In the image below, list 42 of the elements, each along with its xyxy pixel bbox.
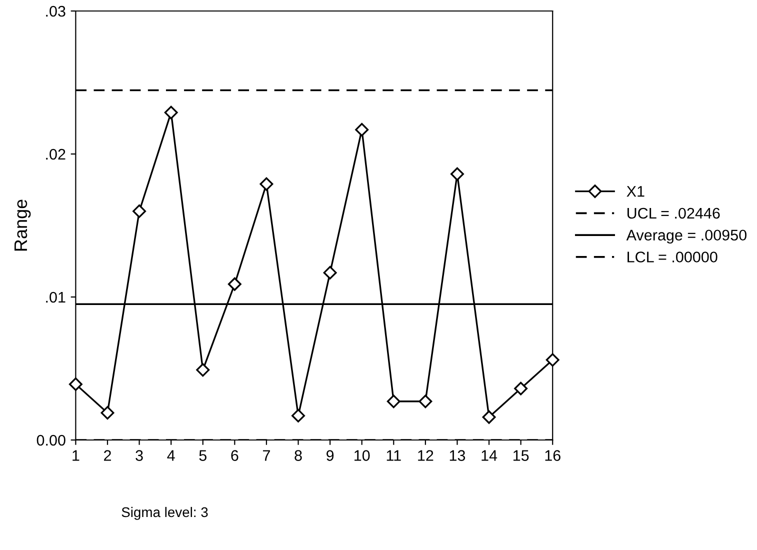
y-axis-title: Range (14, 200, 31, 251)
text: Sigma level: 3 (122, 506, 208, 520)
x-tick-label: 11 (386, 450, 401, 461)
legend-label: Average = .00950 (626, 230, 746, 244)
x-tick-label: 1 (72, 450, 80, 461)
x-tick-label: 9 (326, 450, 334, 461)
x-tick-label: 12 (418, 450, 434, 461)
x-tick-label: 10 (354, 450, 370, 461)
x-tick-label: 15 (513, 450, 529, 461)
y-tick-label: .03 (46, 6, 66, 17)
x-tick-label: 14 (482, 450, 498, 461)
x-tick-label: 13 (450, 450, 466, 461)
x-tick-label: 6 (231, 450, 238, 461)
legend-label: LCL = .00000 (628, 252, 718, 262)
legend-label: X1 (626, 186, 644, 197)
x-tick-label: 4 (167, 450, 175, 461)
point (68, 378, 82, 391)
point (482, 410, 496, 424)
point (196, 363, 210, 377)
point (418, 394, 432, 408)
point (386, 394, 400, 408)
x-tick-label: 16 (545, 450, 560, 461)
point (546, 353, 560, 367)
point (260, 177, 274, 191)
point (355, 122, 369, 136)
x-tick-label: 3 (136, 450, 143, 461)
x-tick-label: 2 (104, 450, 111, 461)
point (100, 406, 114, 420)
x-tick-label: 5 (199, 450, 206, 461)
legend-label: UCL = .02446 (627, 208, 720, 219)
x-tick-label: 8 (294, 450, 302, 461)
point (292, 408, 305, 422)
point (514, 382, 528, 396)
point (228, 277, 242, 291)
point (450, 167, 464, 181)
y-tick-label: .02 (46, 148, 66, 160)
point (323, 266, 337, 280)
point (132, 204, 146, 218)
y-tick-label: 0.00 (36, 434, 66, 446)
x-tick-label: 7 (263, 450, 270, 461)
point (164, 106, 178, 120)
y-tick-label: .01 (46, 292, 66, 303)
